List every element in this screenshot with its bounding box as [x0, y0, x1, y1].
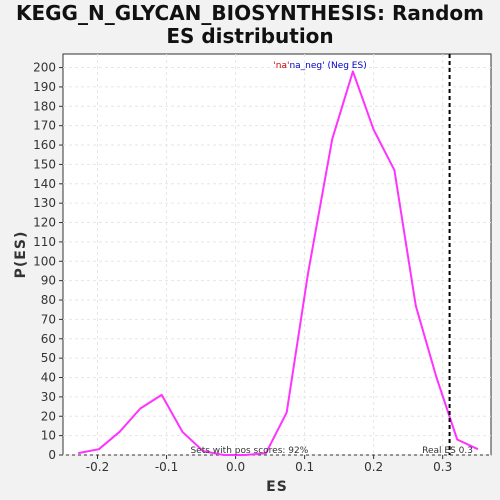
annotations: Real ES 0.3 Sets with pos scores: 92% 'na'…	[190, 54, 473, 456]
y-tick-label: 200	[33, 61, 56, 75]
y-tick-label: 180	[33, 99, 56, 113]
y-tick-label: 150	[33, 157, 56, 171]
legend-prefix: 'na'	[273, 61, 289, 71]
x-tick-label: 0.1	[295, 460, 314, 474]
y-tick-label: 140	[33, 177, 56, 191]
x-tick-label: -0.2	[86, 460, 109, 474]
x-tick-label: -0.1	[155, 460, 178, 474]
y-axis-label: P(ES)	[13, 231, 29, 279]
y-tick-label: 170	[33, 119, 56, 133]
chart-title-line-1: KEGG_N_GLYCAN_BIOSYNTHESIS: Random	[15, 1, 485, 25]
real-es-label: Real ES 0.3	[422, 446, 473, 456]
y-tick-label: 90	[41, 274, 56, 288]
y-tick-label: 130	[33, 196, 56, 210]
y-tick-label: 160	[33, 138, 56, 152]
y-tick-label: 40	[41, 371, 56, 385]
y-tick-label: 100	[33, 254, 56, 268]
x-tick-label: 0.2	[364, 460, 383, 474]
legend: 'na'na_neg' (Neg ES)	[273, 61, 366, 71]
series-layer	[78, 70, 479, 456]
axes: 0 10 20 30 40 50 60 70 80 90 100 110 120 130 140 150 160…	[33, 61, 452, 474]
x-tick-label: 0.0	[226, 460, 245, 474]
y-tick-label: 70	[41, 312, 56, 326]
y-tick-label: 0	[48, 448, 56, 462]
y-tick-label: 80	[41, 293, 56, 307]
y-tick-label: 10	[41, 429, 56, 443]
y-tick-label: 20	[41, 409, 56, 423]
plot-area	[62, 53, 492, 456]
grid-lines	[63, 54, 491, 456]
y-tick-label: 60	[41, 332, 56, 346]
pos-scores-annotation: Sets with pos scores: 92%	[190, 446, 308, 456]
y-tick-label: 120	[33, 216, 56, 230]
x-tick-label: 0.3	[433, 460, 452, 474]
es-distribution-line	[78, 70, 479, 456]
y-tick-label: 30	[41, 390, 56, 404]
y-tick-label: 110	[33, 235, 56, 249]
chart-title: KEGG_N_GLYCAN_BIOSYNTHESIS: Random ES di…	[0, 2, 500, 48]
y-tick-label: 50	[41, 351, 56, 365]
legend-series-name: na_neg' (Neg ES)	[289, 61, 366, 71]
y-tick-label: 190	[33, 80, 56, 94]
x-axis-label: ES	[266, 479, 288, 495]
chart-title-line-2: ES distribution	[166, 24, 334, 48]
